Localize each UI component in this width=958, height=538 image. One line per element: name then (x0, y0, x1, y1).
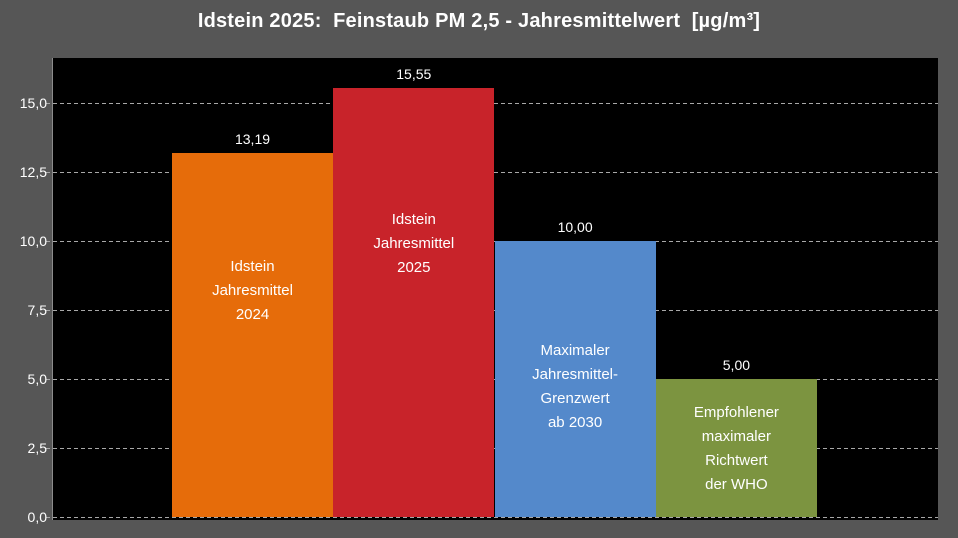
bar-value-label: 5,00 (722, 357, 751, 373)
y-axis-line (52, 58, 53, 520)
y-axis-tick-label: 12,5 (19, 164, 47, 180)
y-axis-tick-label: 10,0 (19, 233, 47, 249)
bar-category-label: Idstein Jahresmittel 2024 (212, 258, 293, 324)
y-axis-tick-label: 7,5 (27, 302, 47, 318)
bar-grenzwert-2030 (494, 241, 656, 517)
bar-jahresmittel-2025 (333, 87, 495, 517)
bar-value-label: 15,55 (396, 65, 432, 82)
bar-category-label: Idstein Jahresmittel 2025 (373, 211, 455, 277)
y-axis-tick-label: 2,5 (27, 440, 47, 456)
y-axis-tick-label: 15,0 (19, 95, 47, 111)
plot-area: 13,19 Idstein Jahresmittel 2024 15,55 Idste… (46, 58, 938, 520)
bar-who-richtwert (655, 379, 817, 517)
y-axis-tick-label: 0,0 (27, 509, 47, 525)
gridline (46, 517, 938, 518)
bar-jahresmittel-2024 (172, 152, 333, 517)
y-axis-tick-label: 5,0 (27, 371, 47, 387)
bar-category-label: Maximaler Jahresmittel- Grenzwert ab 203… (532, 342, 619, 432)
bar-value-label: 10,00 (557, 219, 593, 235)
chart-title: Idstein 2025: Feinstaub PM 2,5 - Jahresm… (197, 10, 761, 32)
bar-category-label: Empfohlener maximaler Richtwert der WHO (693, 404, 779, 494)
bar-value-label: 13,19 (234, 130, 271, 147)
